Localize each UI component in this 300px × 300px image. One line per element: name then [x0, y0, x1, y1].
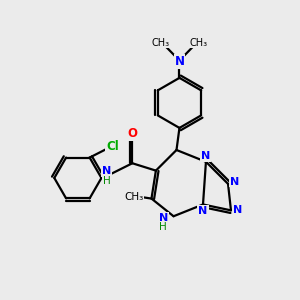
Text: CH₃: CH₃: [190, 38, 208, 47]
Text: N: N: [233, 206, 242, 215]
Text: N: N: [230, 176, 239, 187]
Text: O: O: [127, 127, 137, 140]
Text: Cl: Cl: [106, 140, 119, 153]
Text: N: N: [201, 151, 211, 161]
Text: CH₃: CH₃: [124, 192, 143, 202]
Text: N: N: [198, 206, 208, 216]
Text: H: H: [103, 176, 110, 186]
Text: N: N: [102, 166, 111, 176]
Text: CH₃: CH₃: [151, 38, 169, 47]
Text: H: H: [159, 222, 167, 233]
Text: N: N: [174, 55, 184, 68]
Text: N: N: [159, 213, 168, 223]
